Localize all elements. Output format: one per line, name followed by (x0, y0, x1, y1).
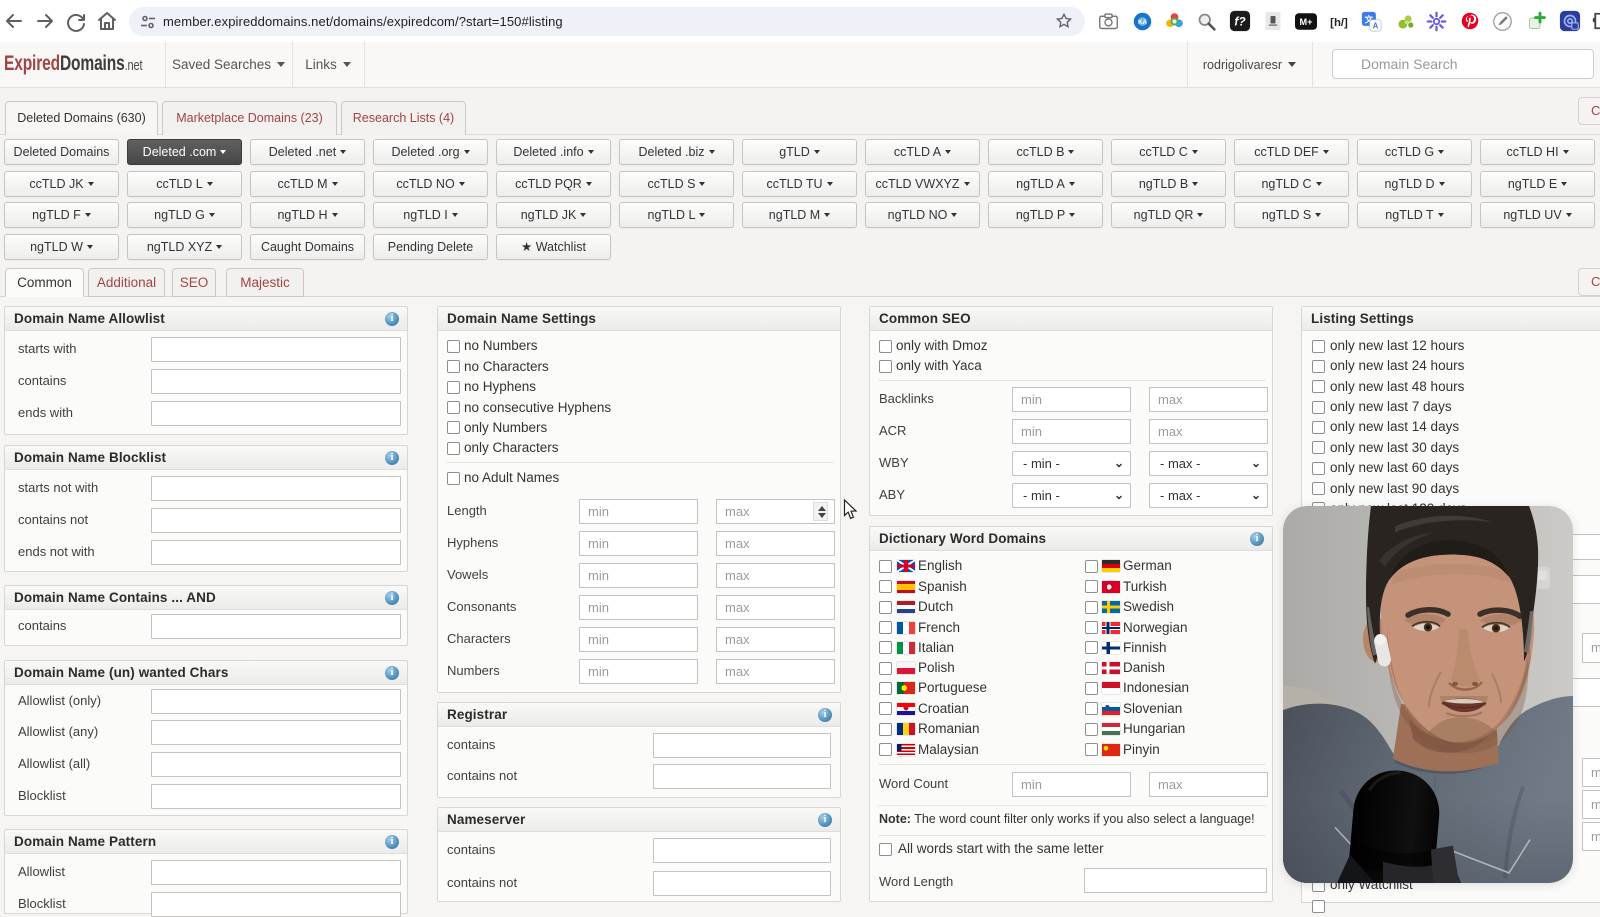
svg-text:f?: f? (1234, 15, 1246, 29)
svg-text:A: A (1373, 22, 1379, 31)
svg-text:文: 文 (1365, 13, 1374, 24)
svg-text:[h/]: [h/] (1330, 17, 1348, 29)
svg-text:M+: M+ (1300, 17, 1313, 27)
svg-text:KA: KA (1138, 19, 1147, 26)
